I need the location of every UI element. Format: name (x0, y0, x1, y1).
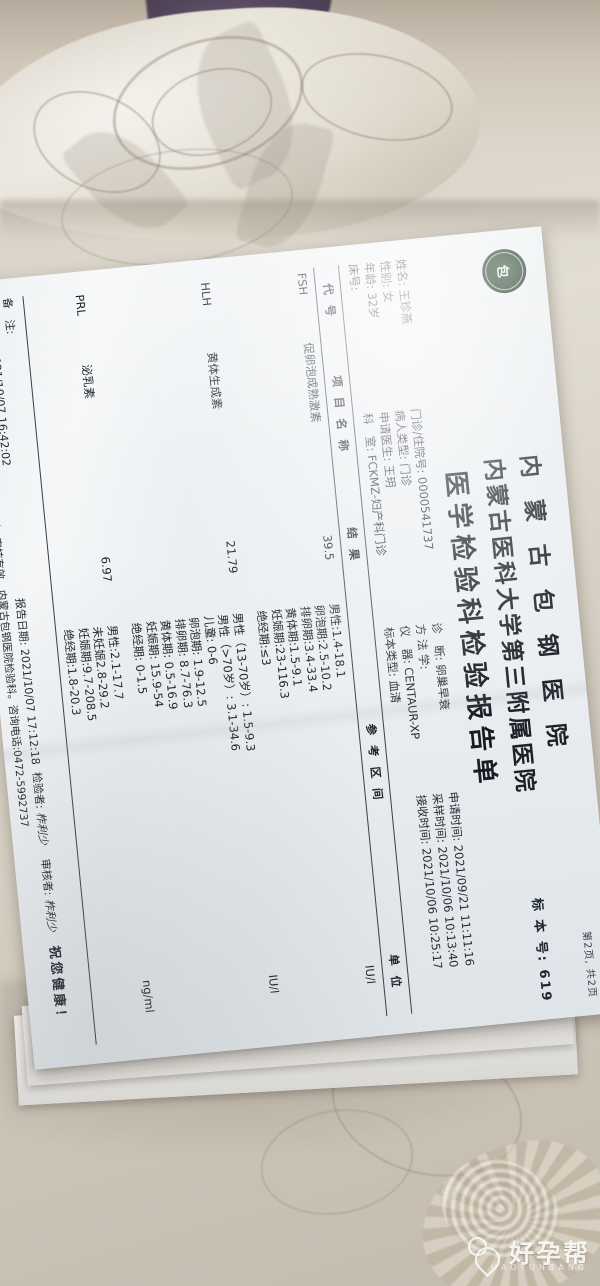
instrument-label: 仪 器: (397, 624, 416, 665)
tester-signature: 柞利少 (33, 811, 51, 846)
patient-name-value: 王珍燕 (396, 288, 414, 325)
reviewer-label: 审核者: (38, 858, 55, 897)
cell-unit: IU/l (265, 973, 282, 995)
cell-item-name: 黄体生成素 (204, 351, 225, 410)
cell-result: 6.97 (45, 516, 124, 627)
results-table: 代 号 项 目 名 称 结 果 参 考 区 间 单 位 FSH 促卵泡成熟激素 39… (22, 265, 412, 1045)
report-date-label: 报告日期: (12, 597, 31, 647)
cell-item-name: 促卵泡成熟激素 (301, 341, 324, 424)
cell-result: 39.5 (320, 534, 337, 561)
cell-result: 21.79 (223, 539, 241, 575)
reviewer-signature: 柞利少 (42, 898, 59, 933)
sex-label: 性别: (377, 260, 395, 289)
cell-code: PRL (22, 289, 98, 366)
cell-code: FSH (294, 272, 311, 296)
age-value: 32岁 (364, 291, 382, 320)
patient-name-label: 姓名: (393, 258, 411, 287)
bed-label: 床号: (345, 263, 363, 292)
diagnosis-label: 诊 断: (429, 621, 447, 662)
dept-label: 科 室: (360, 412, 379, 453)
lab-report-sheet: 第2页, 共2页 标 本 号: 619 包 内 蒙 古 包 钢 医 院 内蒙古医… (0, 226, 600, 1070)
cell-code: HLH (197, 281, 215, 307)
sex-value: 女 (380, 290, 396, 304)
remark-label: 备 注: (0, 297, 18, 335)
doctor-value: 王玥 (381, 464, 398, 489)
report-page: 第2页, 共2页 标 本 号: 619 包 内 蒙 古 包 钢 医 院 内蒙古医… (0, 233, 600, 1064)
age-label: 年龄: (361, 261, 379, 290)
cell-unit: ng/ml (87, 952, 165, 1045)
tester-label: 检验者: (29, 771, 47, 810)
cell-unit: IU/l (362, 964, 379, 985)
hospital-logo-text: 包 (483, 250, 526, 292)
patient-type-value: 门诊 (397, 462, 414, 487)
sample-type-value: 血清 (386, 679, 403, 704)
